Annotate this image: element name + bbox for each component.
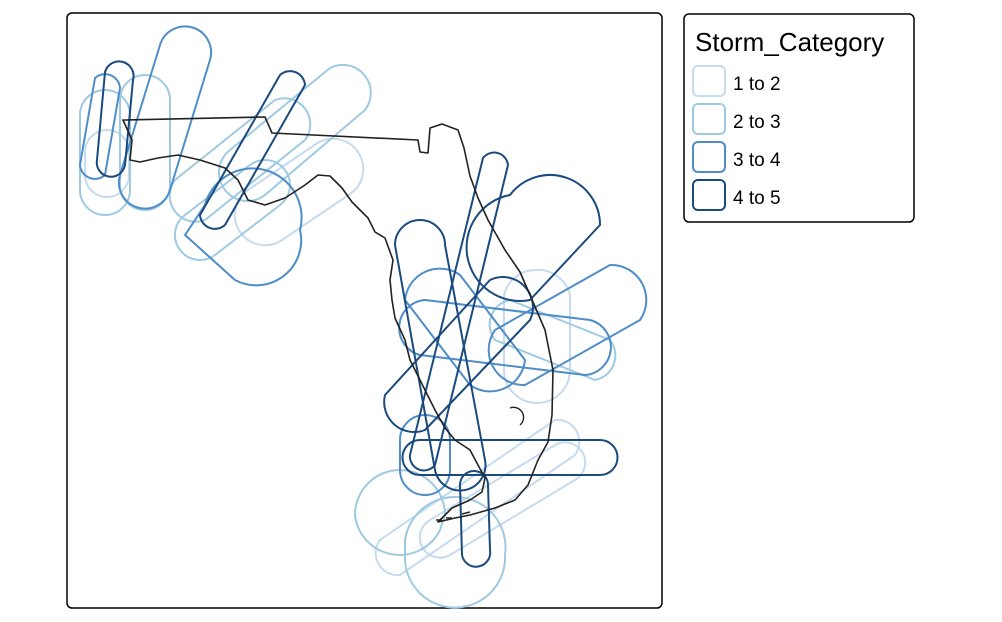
legend-entry-1: 1 to 2 — [692, 65, 781, 97]
storm-buffer — [233, 137, 365, 247]
storm-buffer — [354, 469, 446, 556]
map-frame — [66, 12, 663, 609]
florida-keys-outline — [436, 511, 471, 521]
storm-buffer — [168, 97, 312, 223]
storm-buffer — [459, 470, 492, 568]
storm-buffer — [465, 174, 601, 302]
storm-buffer — [404, 267, 526, 393]
storm-buffer — [503, 268, 571, 404]
storm-buffer — [418, 441, 587, 559]
storm-buffer — [174, 159, 291, 261]
legend-title: Storm_Category — [695, 27, 884, 57]
storm-buffer — [401, 439, 619, 476]
storm-buffer — [117, 25, 213, 210]
legend-swatch-4 — [692, 179, 726, 211]
legend-swatch-3 — [692, 141, 726, 173]
storm-buffer — [374, 418, 581, 577]
storm-buffer — [399, 414, 451, 496]
legend-swatch-1 — [692, 65, 726, 97]
storm-buffer — [95, 60, 135, 178]
legend-swatch-2 — [692, 103, 726, 135]
legend-label-4: 4 to 5 — [733, 188, 781, 209]
storm-buffer — [404, 495, 507, 609]
florida-outline — [122, 116, 554, 523]
legend-entry-2: 2 to 3 — [692, 103, 781, 135]
storm-buffer — [217, 63, 372, 202]
storm-tracks-cat-4-5 — [95, 60, 619, 568]
storm-tracks-cat-3-4 — [79, 25, 648, 496]
legend-entry-3: 3 to 4 — [692, 141, 781, 173]
lake-okeechobee — [509, 406, 525, 426]
legend-label-3: 3 to 4 — [733, 150, 781, 171]
storm-tracks-cat-1-2 — [84, 129, 587, 577]
storm-buffer — [398, 299, 612, 376]
legend-entry-4: 4 to 5 — [692, 179, 781, 211]
storm-buffer — [383, 276, 534, 433]
map-legend: Storm_Category 1 to 2 2 to 3 3 to 4 4 to… — [683, 13, 915, 223]
storm-buffer — [394, 219, 487, 492]
legend-label-1: 1 to 2 — [733, 74, 781, 95]
legend-frame — [683, 13, 915, 223]
storm-buffer — [487, 263, 648, 387]
storm-buffer — [184, 167, 303, 287]
legend-label-2: 2 to 3 — [733, 112, 781, 133]
storm-buffer — [199, 70, 306, 230]
